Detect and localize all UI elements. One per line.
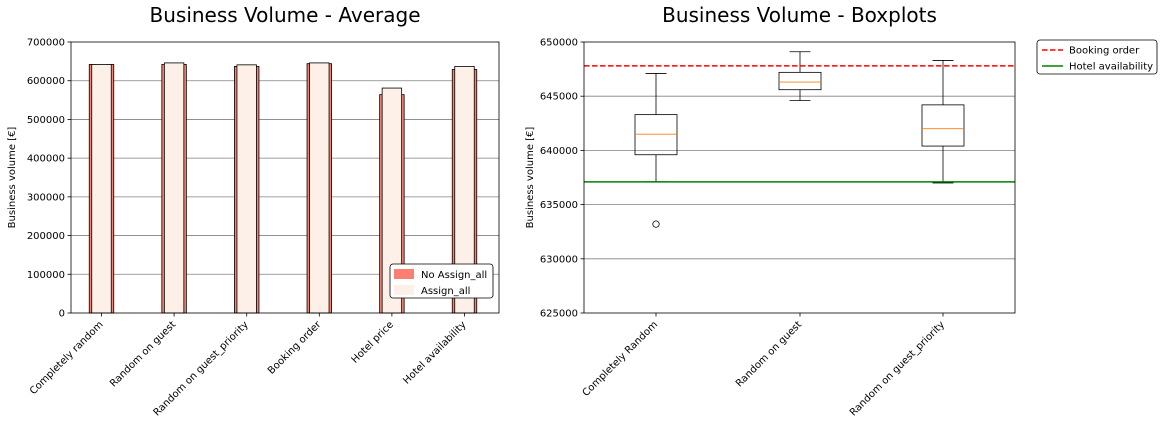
y-tick-label: 200000 xyxy=(27,231,65,242)
y-tick-label: 645000 xyxy=(540,92,578,103)
legend-box-average xyxy=(389,263,494,299)
y-tick-label: 400000 xyxy=(27,154,65,165)
box-iqr xyxy=(778,71,822,91)
y-tick-label: 300000 xyxy=(27,192,65,203)
chart-title-average: Business Volume - Average xyxy=(150,3,421,27)
outlier-point xyxy=(652,220,660,228)
x-tick-label: Completely Random xyxy=(581,319,661,399)
plot-frame-boxplots xyxy=(583,41,1016,314)
y-tick-label: 630000 xyxy=(540,254,578,265)
y-tick-label: 100000 xyxy=(27,270,65,281)
y-tick-label: 625000 xyxy=(540,309,578,320)
plot-frame-average xyxy=(70,41,500,314)
y-axis-label: Business volume [€] xyxy=(525,127,536,229)
x-tick-label: Completely random xyxy=(28,319,106,397)
y-tick-label: 600000 xyxy=(27,76,65,87)
bar-assign-all xyxy=(91,64,112,314)
bar-assign-all xyxy=(236,64,257,314)
legend-label: Assign_all xyxy=(421,286,470,297)
x-tick-label: Booking order xyxy=(266,319,324,377)
y-tick-label: 650000 xyxy=(540,38,578,49)
x-tick-label: Hotel availability xyxy=(401,319,468,386)
y-tick-label: 0 xyxy=(59,309,65,320)
legend-label: No Assign_all xyxy=(421,270,487,281)
legend-swatch xyxy=(394,269,414,279)
legend-box-boxplots xyxy=(1036,39,1158,75)
legend-swatch xyxy=(394,285,414,295)
y-tick-label: 500000 xyxy=(27,115,65,126)
x-tick-label: Random on guest xyxy=(108,319,178,389)
bar-assign-all xyxy=(163,62,185,314)
x-tick-label: Hotel price xyxy=(350,319,396,365)
y-tick-label: 640000 xyxy=(540,146,578,157)
y-tick-label: 700000 xyxy=(27,38,65,49)
legend-label: Booking order xyxy=(1069,46,1140,57)
bar-assign-all xyxy=(309,62,330,314)
x-tick-label: Random on guest_priority xyxy=(848,319,947,418)
box-iqr xyxy=(921,104,965,147)
y-tick-label: 635000 xyxy=(540,200,578,211)
legend-label: Hotel availability xyxy=(1069,62,1153,73)
box-iqr xyxy=(634,114,678,156)
y-axis-label: Business volume [€] xyxy=(7,127,18,229)
chart-title-boxplots: Business Volume - Boxplots xyxy=(662,3,937,27)
x-tick-label: Random on guest xyxy=(734,319,804,389)
